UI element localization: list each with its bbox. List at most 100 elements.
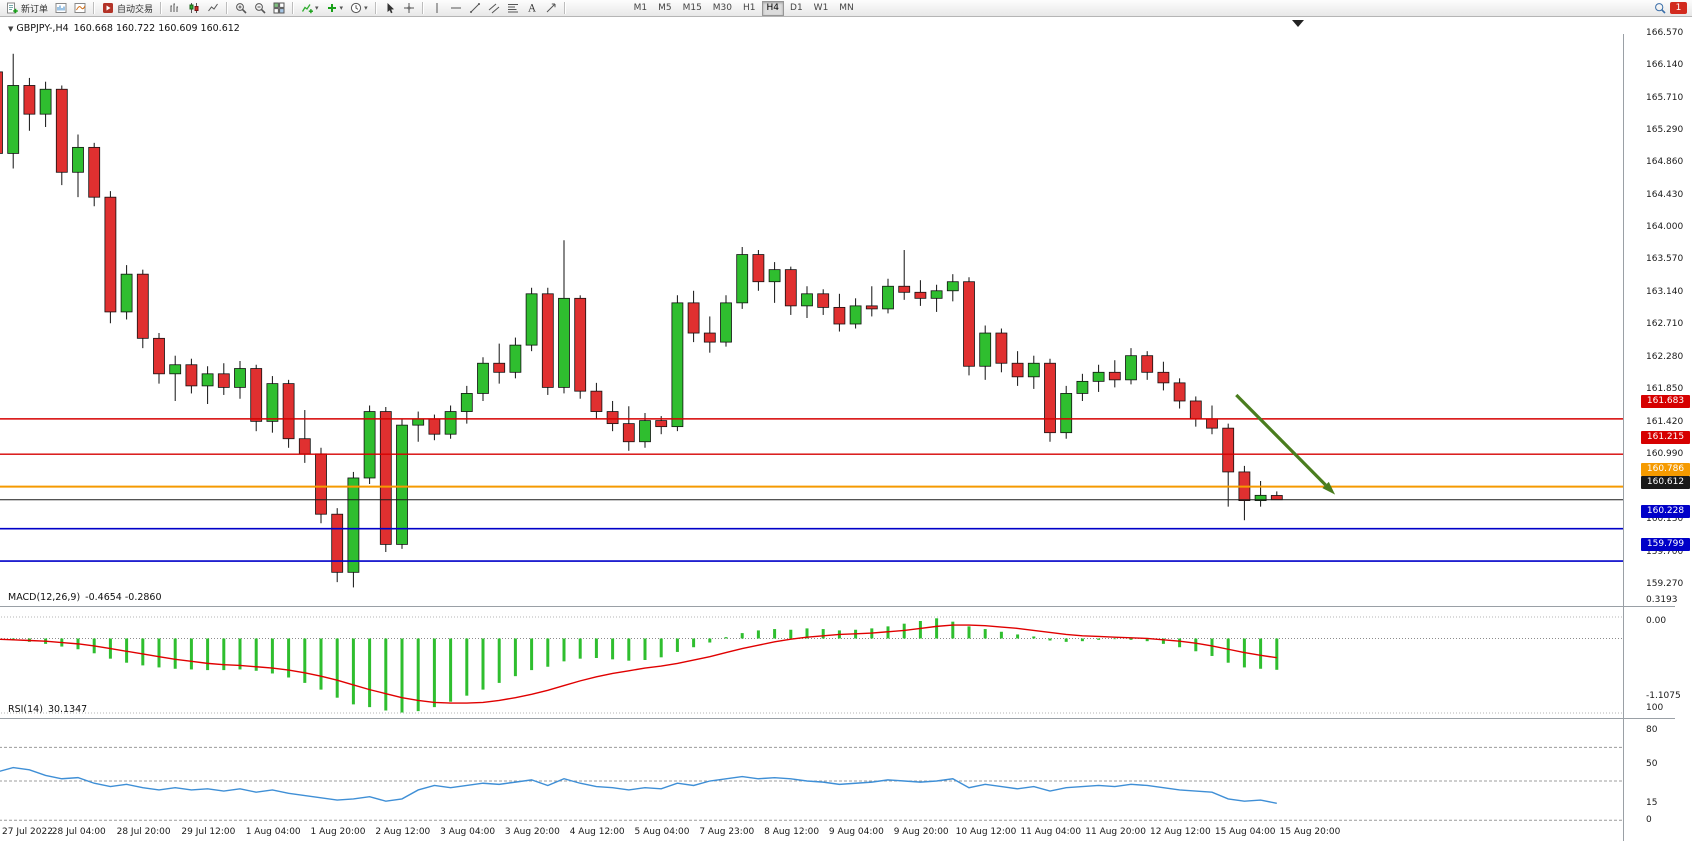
rsi-axis-label: 15 bbox=[1646, 798, 1658, 809]
search-icon[interactable] bbox=[1654, 2, 1666, 14]
date-axis-label: 9 Aug 20:00 bbox=[893, 827, 949, 837]
rsi-axis-label: 80 bbox=[1646, 725, 1658, 736]
date-axis-label: 11 Aug 20:00 bbox=[1085, 827, 1146, 837]
svg-text:A: A bbox=[527, 4, 536, 15]
add-indicator-caret-icon[interactable]: ▾ bbox=[339, 4, 344, 12]
toolbar-separator bbox=[226, 2, 229, 14]
toolbar-right-group: 1 bbox=[1654, 2, 1689, 14]
rsi-header: RSI(14) 30.1347 bbox=[8, 704, 87, 715]
symbol-period-label: GBPJPY-,H4 bbox=[16, 23, 69, 34]
chart-shift-marker[interactable] bbox=[1292, 20, 1304, 27]
price-axis-label: 160.990 bbox=[1646, 449, 1684, 460]
cursor-button[interactable] bbox=[381, 1, 399, 16]
periods-caret-icon[interactable]: ▾ bbox=[364, 4, 368, 12]
horizontal-line-button[interactable] bbox=[447, 1, 465, 16]
channel-icon bbox=[488, 2, 500, 14]
timeframe-button-h4[interactable]: H4 bbox=[761, 0, 785, 16]
rsi-name: RSI(14) bbox=[8, 704, 43, 715]
add-plus-icon bbox=[326, 2, 338, 14]
chart-cycle-icon bbox=[74, 2, 86, 14]
price-axis-label: 163.140 bbox=[1646, 286, 1684, 297]
rsi-axis-label: 0 bbox=[1646, 815, 1652, 825]
fibonacci-button[interactable] bbox=[504, 1, 522, 16]
zoom-out-button[interactable] bbox=[251, 1, 269, 16]
charts-window-button[interactable] bbox=[52, 1, 70, 16]
chart-region[interactable]: ▼ GBPJPY-,H4 160.668 160.722 160.609 160.6… bbox=[0, 17, 1692, 841]
price-axis-label: 161.850 bbox=[1646, 384, 1684, 395]
timeframe-button-m30[interactable]: M30 bbox=[712, 2, 733, 13]
crosshair-button[interactable] bbox=[400, 1, 418, 16]
rsi-axis-label: 50 bbox=[1646, 759, 1658, 769]
arrows-button[interactable] bbox=[542, 1, 560, 16]
price-axis-label: 162.710 bbox=[1646, 319, 1684, 330]
toolbar-separator bbox=[160, 2, 163, 14]
timeframe-button-h1[interactable]: H1 bbox=[743, 2, 756, 13]
line-chart-button[interactable] bbox=[204, 1, 222, 16]
add-indicator-button[interactable]: ▾ bbox=[323, 1, 347, 16]
rsi-axis-label: 100 bbox=[1646, 703, 1664, 713]
notification-badge[interactable]: 1 bbox=[1670, 2, 1687, 14]
chart-window-icon bbox=[55, 2, 67, 14]
clock-icon bbox=[350, 2, 362, 14]
autotrade-button[interactable]: 自动交易 bbox=[99, 1, 156, 16]
crosshair-icon bbox=[403, 2, 415, 14]
candles-chart-icon bbox=[188, 2, 200, 14]
candles-chart-button[interactable] bbox=[185, 1, 203, 16]
equidistant-channel-button[interactable] bbox=[485, 1, 503, 16]
indicators-button[interactable]: ▾ bbox=[298, 1, 322, 16]
timeframe-button-m5[interactable]: M5 bbox=[658, 2, 672, 13]
tile-windows-button[interactable] bbox=[270, 1, 288, 16]
chart-ohlc-header: ▼ GBPJPY-,H4 160.668 160.722 160.609 160.6… bbox=[8, 23, 240, 34]
price-axis-label: 164.860 bbox=[1646, 157, 1684, 168]
timeframe-button-m15[interactable]: M15 bbox=[682, 2, 702, 13]
date-axis-label: 15 Aug 20:00 bbox=[1279, 827, 1341, 837]
price-axis-label: 165.290 bbox=[1646, 124, 1684, 135]
bars-chart-button[interactable] bbox=[166, 1, 184, 16]
downtrend-arrow[interactable] bbox=[1235, 393, 1336, 495]
toolbar-separator bbox=[93, 2, 96, 14]
price-chart-canvas[interactable] bbox=[0, 17, 1692, 841]
price-axis-label: 162.280 bbox=[1646, 351, 1684, 362]
timeframe-button-d1[interactable]: D1 bbox=[790, 2, 803, 13]
toolbar-separator bbox=[292, 2, 295, 14]
hline-icon bbox=[450, 2, 462, 14]
date-axis-label: 29 Jul 12:00 bbox=[181, 827, 236, 837]
rsi-line bbox=[0, 766, 1277, 804]
timeframe-button-m1[interactable]: M1 bbox=[633, 2, 648, 13]
date-axis-label: 1 Aug 04:00 bbox=[245, 827, 301, 837]
price-axis-label: 160.130 bbox=[1646, 514, 1684, 525]
new-order-button[interactable]: 新订单 bbox=[3, 1, 51, 16]
arrows-tool-icon bbox=[545, 2, 557, 14]
date-axis-label: 7 Aug 23:00 bbox=[699, 827, 755, 837]
date-axis-label: 11 Aug 04:00 bbox=[1020, 827, 1082, 837]
trendline-icon bbox=[469, 2, 481, 14]
trendline-button[interactable] bbox=[466, 1, 484, 16]
price-axis-label: 166.570 bbox=[1646, 28, 1684, 38]
macd-name: MACD(12,26,9) bbox=[8, 592, 81, 603]
date-axis-label: 27 Jul 2022 bbox=[2, 827, 53, 837]
indicators-caret-icon[interactable]: ▾ bbox=[315, 4, 319, 12]
macd-axis-label: 0.3193 bbox=[1646, 595, 1678, 605]
text-button[interactable]: A bbox=[523, 1, 541, 16]
candles bbox=[0, 53, 1283, 588]
one-click-trading-toggle[interactable]: ▼ bbox=[8, 25, 14, 33]
periods-button[interactable]: ▾ bbox=[347, 1, 371, 16]
zoom-in-button[interactable] bbox=[232, 1, 250, 16]
indicators-icon bbox=[301, 2, 314, 14]
autotrade-label: 自动交易 bbox=[117, 4, 154, 15]
date-axis-label: 4 Aug 12:00 bbox=[569, 827, 625, 837]
chart-cycle-button[interactable] bbox=[71, 1, 89, 16]
price-axis-label: 159.270 bbox=[1646, 579, 1684, 589]
doc-plus-icon bbox=[6, 2, 18, 14]
price-axis-label: 161.420 bbox=[1646, 416, 1684, 427]
toolbar-separator bbox=[421, 2, 424, 14]
timeframe-button-w1[interactable]: W1 bbox=[813, 2, 829, 13]
main-toolbar: 新订单 自动交易 ▾ ▾ ▾ A M1 M5 M15 M30 H1 H4 D1 W1 MN 1 bbox=[0, 0, 1692, 17]
vertical-line-button[interactable] bbox=[428, 1, 446, 16]
macd-header: MACD(12,26,9) -0.4654 -0.2860 bbox=[8, 592, 162, 603]
timeframe-button-mn[interactable]: MN bbox=[839, 2, 854, 13]
horizontal-lines[interactable] bbox=[0, 416, 1623, 563]
vline-icon bbox=[431, 2, 443, 14]
macd-axis-label: -1.1075 bbox=[1646, 691, 1681, 701]
